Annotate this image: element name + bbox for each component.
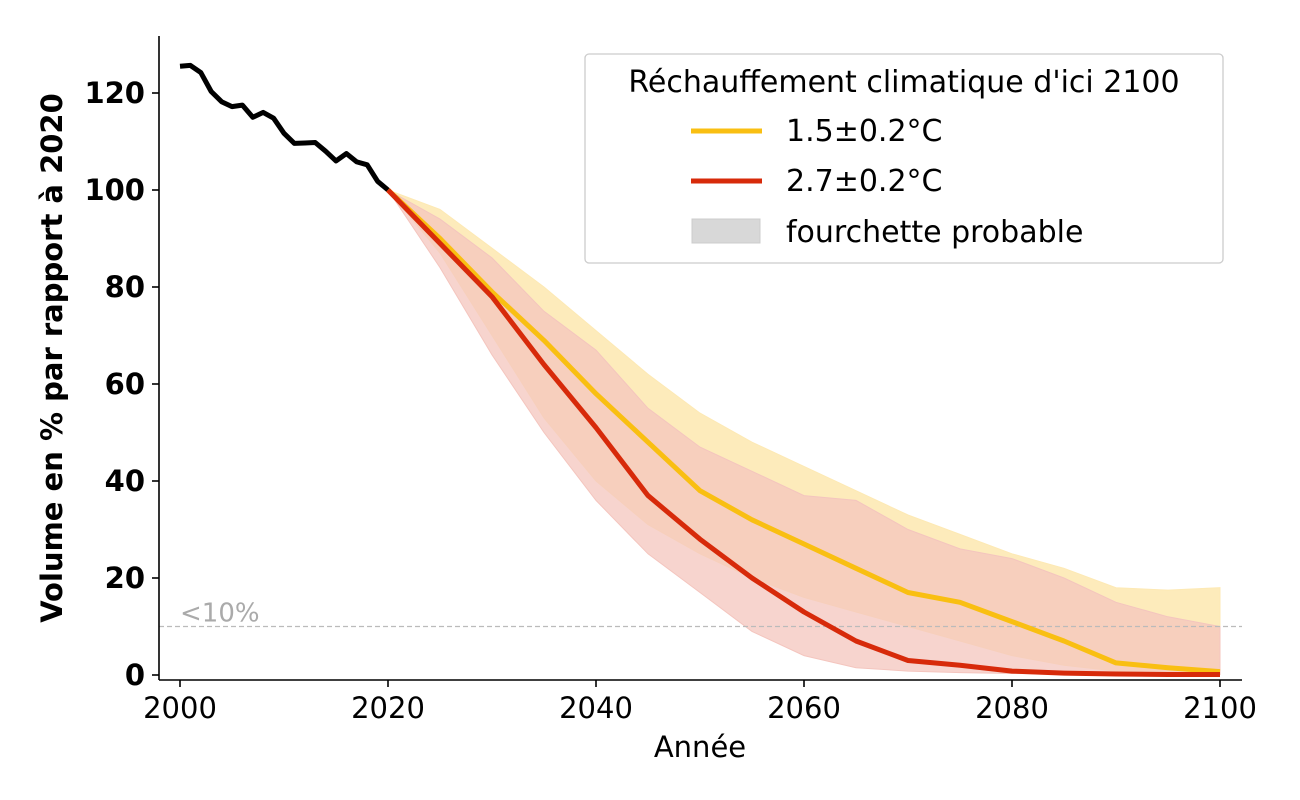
historical-line: [179, 62, 390, 192]
x-tick-label: 2080: [975, 691, 1049, 725]
x-tick-label: 2000: [143, 691, 217, 725]
y-tick-label: 100: [84, 173, 145, 207]
legend: Réchauffement climatique d'ici 2100 1.5±…: [584, 53, 1224, 264]
x-axis-ticks: 2000 2020 2040 2060 2080 2100: [143, 680, 1257, 725]
x-tick-label: 2060: [767, 691, 841, 725]
y-tick-label: 120: [84, 76, 145, 110]
legend-label-2-7c: 2.7±0.2°C: [786, 164, 943, 199]
y-tick-label: 40: [105, 464, 145, 498]
x-tick-label: 2020: [351, 691, 425, 725]
y-tick-label: 80: [105, 270, 145, 304]
x-tick-label: 2040: [559, 691, 633, 725]
legend-label-range: fourchette probable: [786, 215, 1083, 250]
series-lines: [179, 62, 1221, 677]
y-tick-label: 60: [105, 367, 145, 401]
y-tick-label: 0: [125, 658, 145, 692]
y-axis-title: Volume en % par rapport à 2020: [35, 93, 69, 623]
series-line-2-7c: [386, 188, 1220, 677]
series-line-1-5c: [386, 188, 1221, 675]
x-axis-title: Année: [654, 730, 746, 764]
legend-box: [584, 53, 1224, 264]
y-tick-label: 20: [105, 561, 145, 595]
threshold-label: <10%: [180, 599, 260, 629]
x-tick-label: 2100: [1183, 691, 1257, 725]
legend-label-1-5c: 1.5±0.2°C: [786, 114, 943, 149]
legend-title: Réchauffement climatique d'ici 2100: [628, 65, 1179, 100]
legend-swatch-range: [691, 218, 761, 244]
y-axis-ticks: 0 20 40 60 80 100 120: [84, 76, 159, 692]
